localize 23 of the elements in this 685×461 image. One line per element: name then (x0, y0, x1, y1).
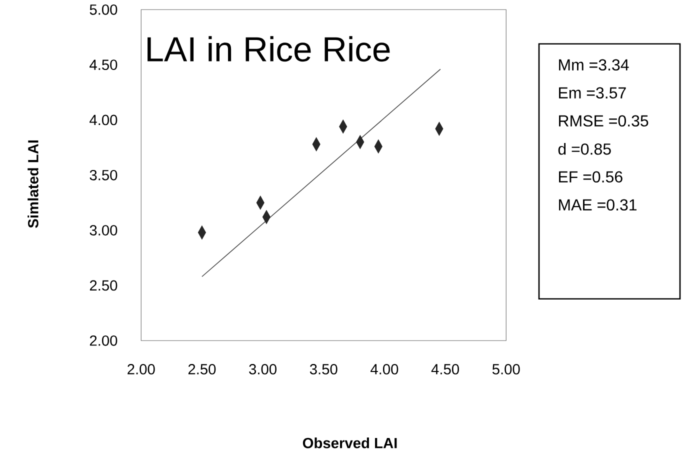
x-tick-label: 4.00 (370, 364, 398, 374)
text: Mm =3.34 (559, 59, 629, 71)
text: EF =0.56 (559, 171, 622, 183)
y-tick-label: 2.00 (90, 336, 118, 346)
text: LAI in Rice Rice (148, 36, 390, 62)
y-axis-title: Simlated LAI (28, 140, 38, 228)
text: Em =3.57 (559, 87, 626, 99)
y-tick-label: 3.50 (90, 170, 118, 180)
text: MAE =0.31 (559, 199, 637, 211)
y-tick-label: 3.00 (90, 225, 118, 236)
y-tick-label: 4.00 (90, 114, 118, 126)
x-tick-label: 4.50 (431, 364, 459, 374)
x-tick-label: 3.00 (249, 364, 276, 374)
y-tick-label: 4.50 (90, 60, 118, 70)
x-tick-label: 2.50 (188, 364, 216, 374)
text: d =0.85 (558, 143, 611, 155)
x-tick-label: 3.50 (310, 364, 338, 374)
y-tick-label: 2.50 (90, 280, 118, 291)
x-axis-title: Observed LAI (302, 438, 397, 448)
x-tick-label: 5.00 (492, 364, 520, 374)
y-tick-label: 5.00 (90, 4, 118, 15)
x-tick-label: 2.00 (128, 364, 155, 374)
text: RMSE =0.35 (559, 115, 648, 127)
